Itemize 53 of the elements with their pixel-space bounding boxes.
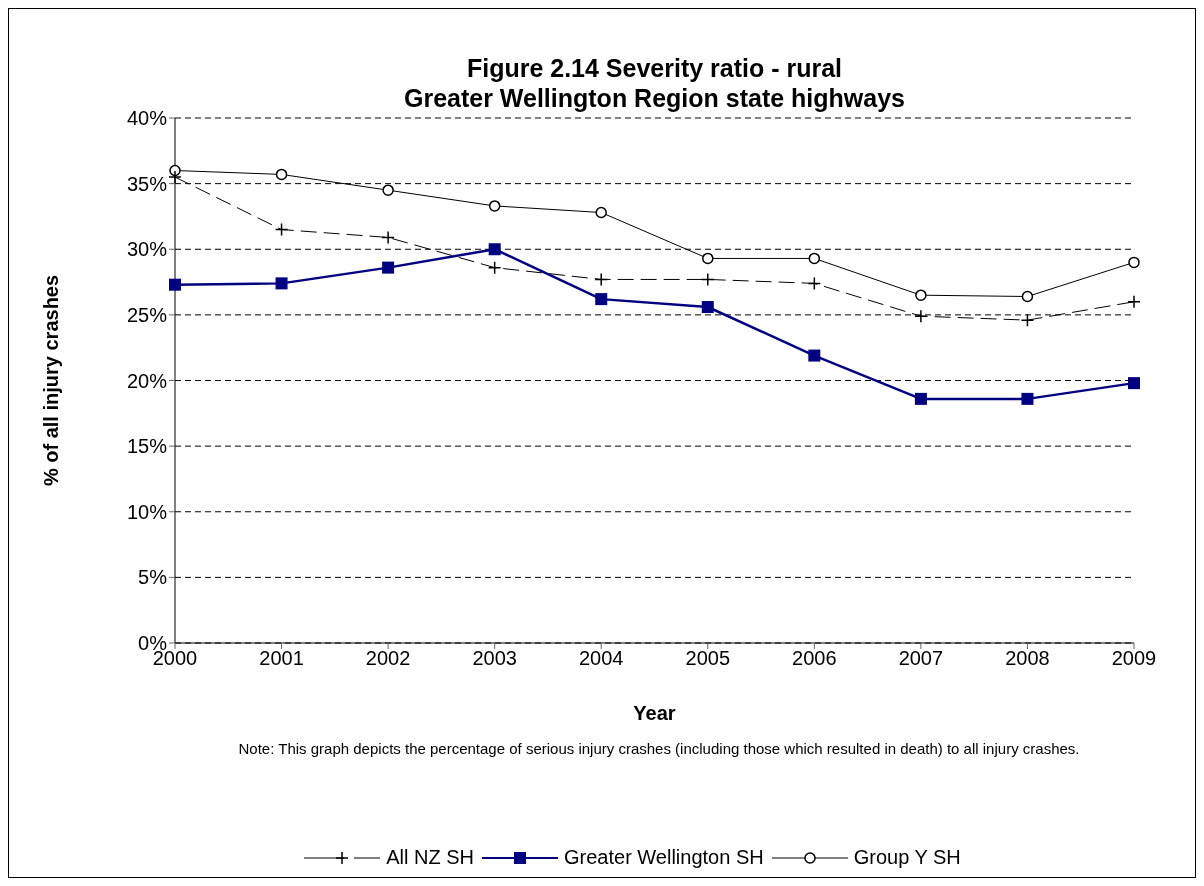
point xyxy=(808,349,821,362)
x-tick-label: 2007 xyxy=(898,647,944,670)
x-axis-title: Year xyxy=(633,702,676,724)
point xyxy=(1021,290,1034,303)
legend-label: Greater Wellington SH xyxy=(563,846,764,869)
point xyxy=(595,293,608,306)
y-tick-label: 5% xyxy=(138,566,168,589)
x-tick-label: 2008 xyxy=(1005,647,1050,670)
point xyxy=(275,168,288,181)
x-tick-label: 2006 xyxy=(792,647,837,670)
point xyxy=(1128,377,1140,390)
point xyxy=(595,206,607,219)
point xyxy=(382,184,394,196)
y-tick-label: 15% xyxy=(126,435,168,458)
chart-title: Figure 2.14 Severity ratio - rural Greater Wellington Region state highways xyxy=(403,53,906,113)
point xyxy=(914,392,927,405)
legend-label: All NZ SH xyxy=(386,846,474,869)
point xyxy=(807,276,822,291)
point xyxy=(808,252,821,265)
point xyxy=(915,289,927,301)
y-tick-label: 30% xyxy=(126,238,168,261)
x-tick-label: 2002 xyxy=(365,647,411,670)
point xyxy=(487,260,502,275)
point xyxy=(594,272,608,287)
text: Note: This graph depicts the percentage of serious injury crashes (including those which resulted in death) to all injury crashes. xyxy=(237,739,1081,759)
y-tick-label: 25% xyxy=(126,303,168,326)
x-tick-label: 2003 xyxy=(472,647,517,670)
point xyxy=(1128,256,1140,269)
point xyxy=(914,309,928,323)
point xyxy=(382,261,395,274)
point xyxy=(488,200,501,212)
y-axis-title: % of all injury crashes xyxy=(40,274,63,487)
legend-label: Group Y SH xyxy=(853,846,961,869)
point xyxy=(169,278,181,291)
point xyxy=(701,301,714,313)
point xyxy=(274,222,289,237)
x-tick-label: 2001 xyxy=(259,647,304,670)
y-tick-label: 40% xyxy=(126,107,168,130)
point xyxy=(1021,392,1034,405)
point xyxy=(1127,295,1141,309)
point xyxy=(1020,313,1035,327)
y-tick-label: 20% xyxy=(126,369,168,392)
x-tick-label: 2005 xyxy=(685,647,731,670)
point xyxy=(381,230,395,245)
point xyxy=(488,243,501,256)
point xyxy=(702,252,714,265)
point xyxy=(275,277,288,290)
point xyxy=(168,170,182,184)
y-tick-label: 35% xyxy=(126,172,168,195)
point xyxy=(701,272,715,287)
y-tick-label: 10% xyxy=(126,500,168,523)
x-tick-label: 2004 xyxy=(578,647,624,670)
x-tick-label: 2009 xyxy=(1111,647,1157,670)
